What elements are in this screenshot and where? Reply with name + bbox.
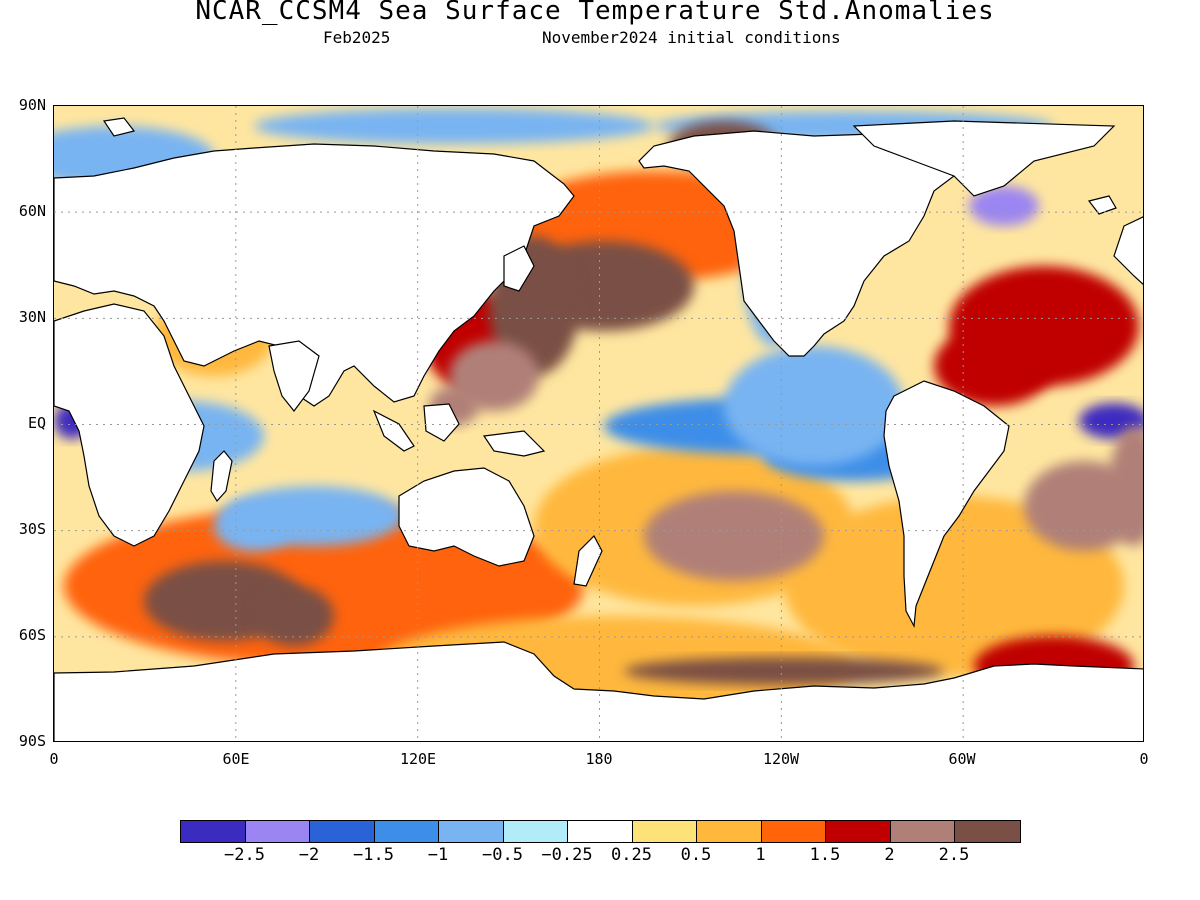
- iceland: [1087, 195, 1117, 215]
- legend-swatch: [697, 821, 762, 842]
- legend-label: 2.5: [938, 845, 970, 865]
- legend-swatch: [632, 821, 697, 842]
- sumatra: [372, 409, 415, 452]
- x-tick-60e: 60E: [222, 750, 250, 768]
- y-tick-30n: 30N: [18, 308, 46, 326]
- anomaly-north-atlantic: [934, 326, 1054, 406]
- x-tick-120w: 120W: [762, 750, 800, 768]
- anomaly-equatorial-east-pacific: [724, 346, 904, 466]
- anomaly-south-atlantic-midlat: [1109, 426, 1143, 546]
- south-america: [883, 380, 1010, 629]
- lat-lon-grid: [54, 106, 1143, 741]
- legend-label: −1: [427, 845, 449, 865]
- legend-label: −0.25: [541, 845, 593, 865]
- anomaly-map: [53, 105, 1144, 742]
- anomaly-patch: [784, 496, 1124, 676]
- legend-label: 0.5: [680, 845, 712, 865]
- land-masses: [54, 117, 1143, 741]
- new-guinea: [482, 430, 546, 457]
- y-tick-90s: 90S: [18, 732, 46, 750]
- x-tick-120e: 120E: [399, 750, 437, 768]
- x-tick-180: 180: [585, 750, 613, 768]
- india: [268, 340, 320, 412]
- madagascar: [210, 450, 233, 503]
- legend-label: 1: [755, 845, 766, 865]
- x-tick-0: 0: [49, 750, 59, 768]
- antarctica: [54, 641, 1143, 741]
- legend-swatch: [826, 821, 891, 842]
- valid-month-label: Feb2025: [323, 28, 391, 47]
- japan: [503, 245, 535, 292]
- y-tick-eq: EQ: [27, 414, 46, 432]
- anomaly-tropical-south-indian: [214, 501, 294, 551]
- x-tick-60w: 60W: [948, 750, 976, 768]
- anomaly-patch: [254, 108, 654, 144]
- anomaly-labrador-sea: [969, 186, 1039, 226]
- legend-swatch: [890, 821, 955, 842]
- legend-swatch: [245, 821, 310, 842]
- anomaly-southern-ocean-pacific-sector: [624, 657, 944, 685]
- legend-swatch: [568, 821, 633, 842]
- color-legend: [180, 820, 1021, 843]
- legend-swatch: [503, 821, 568, 842]
- legend-swatch: [310, 821, 375, 842]
- legend-label: −2.5: [224, 845, 265, 865]
- legend-label: 0.25: [611, 845, 652, 865]
- eurasia-africa: [54, 143, 575, 407]
- legend-swatch: [761, 821, 826, 842]
- legend-swatch: [374, 821, 439, 842]
- legend-swatch: [181, 821, 246, 842]
- y-tick-30s: 30S: [18, 520, 46, 538]
- legend-label: −0.5: [482, 845, 523, 865]
- x-tick-360: 0: [1139, 750, 1149, 768]
- legend-label: 2: [884, 845, 895, 865]
- anomaly-south-central-pacific: [644, 491, 824, 581]
- legend-label: 1.5: [809, 845, 841, 865]
- legend-swatch: [439, 821, 504, 842]
- europe-west: [1113, 216, 1143, 285]
- y-tick-90n: 90N: [18, 96, 46, 114]
- svalbard: [102, 117, 136, 137]
- chart-title: NCAR_CCSM4 Sea Surface Temperature Std.A…: [195, 0, 995, 26]
- legend-swatch: [955, 821, 1020, 842]
- greenland: [852, 120, 1116, 197]
- borneo: [423, 403, 460, 442]
- anomaly-south-indian-ocean: [254, 586, 334, 646]
- legend-label: −1.5: [353, 845, 394, 865]
- africa: [54, 303, 205, 547]
- new-zealand: [573, 535, 603, 587]
- legend-label: −2: [298, 845, 320, 865]
- init-conditions-label: November2024 initial conditions: [542, 28, 841, 47]
- y-tick-60s: 60S: [18, 626, 46, 644]
- y-tick-60n: 60N: [18, 202, 46, 220]
